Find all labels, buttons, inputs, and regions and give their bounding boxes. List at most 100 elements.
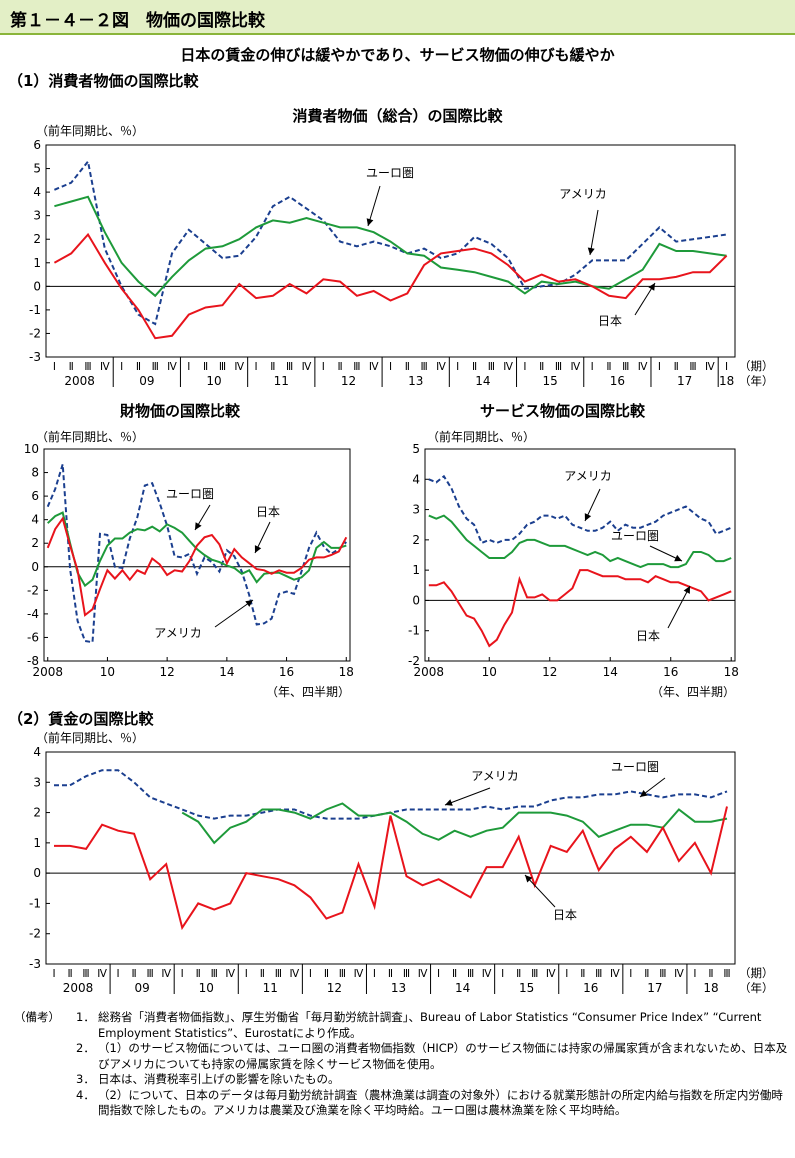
quarter-label: Ⅲ xyxy=(595,968,602,980)
quarter-label: Ⅲ xyxy=(403,968,410,980)
quarter-label: Ⅱ xyxy=(644,968,649,980)
quarter-label: Ⅳ xyxy=(369,361,379,373)
quarter-label: Ⅱ xyxy=(516,968,521,980)
quarter-label: Ⅱ xyxy=(337,361,342,373)
quarter-label: Ⅰ xyxy=(501,968,504,980)
y-tick-label: -1 xyxy=(29,303,41,317)
quarter-label: Ⅲ xyxy=(420,361,427,373)
year-label: 15 xyxy=(543,374,558,388)
series-annotation: 日本 xyxy=(636,629,660,643)
quarter-label: Ⅲ xyxy=(339,968,346,980)
quarter-label: Ⅲ xyxy=(211,968,218,980)
quarter-label: Ⅳ xyxy=(610,968,620,980)
year-label: 10 xyxy=(199,981,214,995)
annotation-arrow xyxy=(668,586,690,628)
y-tick-label: 8 xyxy=(31,466,39,480)
quarter-label: Ⅲ xyxy=(488,361,495,373)
quarter-label: Ⅰ xyxy=(52,968,55,980)
quarter-label: Ⅰ xyxy=(629,968,632,980)
quarter-label: Ⅰ xyxy=(725,361,728,373)
quarter-label: Ⅰ xyxy=(437,968,440,980)
quarter-label: Ⅳ xyxy=(436,361,446,373)
year-unit-label: （年） xyxy=(739,374,774,388)
x-tick-label: 18 xyxy=(339,665,354,679)
series-annotation: ユーロ圏 xyxy=(366,166,414,180)
quarter-label: Ⅲ xyxy=(219,361,226,373)
quarter-label: Ⅱ xyxy=(136,361,141,373)
year-label: 14 xyxy=(475,374,490,388)
quarter-label: Ⅳ xyxy=(290,968,300,980)
x-unit-label: （年、四半期） xyxy=(266,685,350,699)
quarter-label: Ⅱ xyxy=(708,968,713,980)
series-annotation: ユーロ圏 xyxy=(611,760,659,774)
x-tick-label: 10 xyxy=(100,665,115,679)
quarter-label: Ⅳ xyxy=(674,968,684,980)
series-annotation: アメリカ xyxy=(564,469,611,483)
quarter-label: Ⅰ xyxy=(693,968,696,980)
year-label: 2008 xyxy=(63,981,94,995)
y-tick-label: 6 xyxy=(31,489,39,503)
quarter-label: Ⅲ xyxy=(531,968,538,980)
series-annotation: ユーロ圏 xyxy=(166,487,214,501)
quarter-label: Ⅰ xyxy=(322,361,325,373)
annotation-arrow xyxy=(445,788,490,805)
series-line-usa xyxy=(429,476,731,543)
notes: （備考） 1． 総務省「消費者物価指数」、厚生労働省「毎月勤労統計調査」、Bur… xyxy=(14,1010,788,1119)
quarter-label: Ⅳ xyxy=(503,361,513,373)
note-text: 日本は、消費税率引上げの影響を除いたもの。 xyxy=(98,1072,788,1088)
note-text: （2）について、日本のデータは毎月勤労統計調査（農林漁業は調査の対象外）における… xyxy=(98,1088,788,1119)
annotation-arrowhead xyxy=(648,283,655,291)
year-label: 15 xyxy=(519,981,534,995)
note-4: 4． （2）について、日本のデータは毎月勤労統計調査（農林漁業は調査の対象外）に… xyxy=(14,1088,788,1119)
quarter-label: Ⅳ xyxy=(97,968,107,980)
quarter-label: Ⅰ xyxy=(591,361,594,373)
period-unit-label: （期） xyxy=(739,359,774,373)
x-tick-label: 2008 xyxy=(414,665,445,679)
quarter-label: Ⅱ xyxy=(472,361,477,373)
x-tick-label: 14 xyxy=(219,665,234,679)
quarter-label: Ⅲ xyxy=(622,361,629,373)
y-tick-label: -6 xyxy=(27,630,39,644)
quarter-label: Ⅲ xyxy=(147,968,154,980)
quarter-label: Ⅰ xyxy=(523,361,526,373)
quarter-label: Ⅲ xyxy=(275,968,282,980)
quarter-label: Ⅲ xyxy=(689,361,696,373)
x-tick-label: 12 xyxy=(160,665,175,679)
y-tick-label: 5 xyxy=(412,442,420,456)
year-label: 12 xyxy=(327,981,342,995)
y-tick-label: 4 xyxy=(412,472,420,486)
series-line-euro xyxy=(54,197,726,296)
quarter-label: Ⅰ xyxy=(117,968,120,980)
quarter-label: Ⅱ xyxy=(203,361,208,373)
x-tick-label: 10 xyxy=(482,665,497,679)
quarter-label: Ⅳ xyxy=(302,361,312,373)
year-label: 18 xyxy=(719,374,734,388)
x-tick-label: 16 xyxy=(663,665,678,679)
quarter-label: Ⅰ xyxy=(373,968,376,980)
annotation-arrowhead xyxy=(367,218,374,226)
x-tick-label: 18 xyxy=(724,665,739,679)
quarter-label: Ⅳ xyxy=(167,361,177,373)
series-annotation: アメリカ xyxy=(471,769,518,783)
quarter-label: Ⅱ xyxy=(452,968,457,980)
note-text: （1）のサービス物価については、ユーロ圏の消費者物価指数（HICP）のサービス物… xyxy=(98,1041,788,1072)
note-1: （備考） 1． 総務省「消費者物価指数」、厚生労働省「毎月勤労統計調査」、Bur… xyxy=(14,1010,788,1041)
year-label: 11 xyxy=(263,981,278,995)
year-label: 13 xyxy=(408,374,423,388)
x-unit-label: （年、四半期） xyxy=(651,685,735,699)
quarter-label: Ⅰ xyxy=(245,968,248,980)
note-number: 3． xyxy=(76,1072,98,1088)
quarter-label: Ⅱ xyxy=(67,968,72,980)
y-tick-label: 3 xyxy=(412,503,420,517)
quarter-label: Ⅰ xyxy=(187,361,190,373)
quarter-label: Ⅱ xyxy=(196,968,201,980)
quarter-label: Ⅳ xyxy=(571,361,581,373)
y-tick-label: 3 xyxy=(33,209,41,223)
quarter-label: Ⅳ xyxy=(234,361,244,373)
series-line-japan xyxy=(54,807,727,928)
y-tick-label: -3 xyxy=(29,957,41,971)
y-tick-label: 10 xyxy=(24,442,39,456)
quarter-label: Ⅱ xyxy=(388,968,393,980)
series-annotation: 日本 xyxy=(553,908,577,922)
